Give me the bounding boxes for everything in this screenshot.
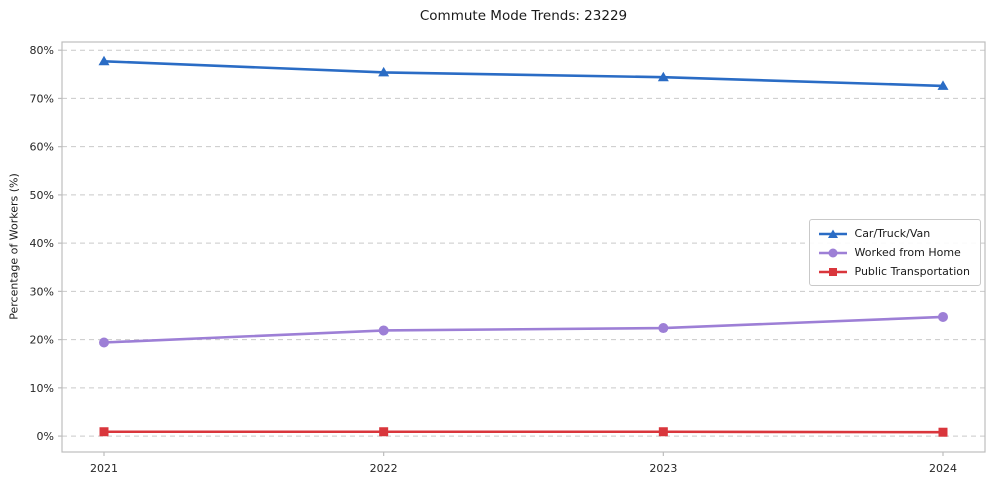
axes-spines (61, 41, 986, 453)
y-tick-label: 50% (30, 189, 54, 202)
y-tick-label: 70% (30, 92, 54, 105)
legend-circle-marker-icon (818, 248, 847, 257)
chart-title: Commute Mode Trends: 23229 (419, 8, 628, 24)
marker-worked-from-home (99, 337, 109, 348)
legend-triangle-marker-icon (818, 229, 847, 238)
x-tick-label: 2021 (90, 462, 118, 475)
legend-item: Worked from Home (818, 246, 970, 259)
legend-item: Public Transportation (818, 265, 970, 278)
legend-label: Car/Truck/Van (854, 227, 931, 240)
legend-square-marker-icon (818, 267, 847, 276)
legend-label: Worked from Home (854, 246, 961, 259)
marker-car-truck-van (657, 71, 669, 82)
legend-item: Car/Truck/Van (818, 227, 970, 240)
series-line-car-truck-van (103, 59, 944, 88)
y-tick-label: 20% (30, 334, 54, 347)
x-tick-label: 2023 (649, 462, 677, 475)
marker-public-transportation (658, 427, 668, 437)
series-line-worked-from-home (103, 315, 944, 344)
x-tick-label: 2022 (370, 462, 398, 475)
marker-car-truck-van (378, 66, 390, 77)
y-tick-label: 80% (30, 44, 54, 57)
legend: Car/Truck/Van Worked from Home Public Tran… (808, 219, 981, 286)
y-tick-label: 40% (30, 237, 54, 250)
y-tick-label: 60% (30, 141, 54, 154)
marker-public-transportation (938, 427, 948, 437)
y-tick-label: 10% (30, 382, 54, 395)
marker-worked-from-home (658, 323, 669, 334)
x-tick-label: 2024 (929, 462, 957, 475)
legend-label: Public Transportation (854, 265, 970, 278)
marker-worked-from-home (378, 325, 389, 336)
marker-worked-from-home (938, 311, 948, 322)
marker-public-transportation (99, 427, 109, 437)
y-tick-label: 30% (30, 285, 54, 298)
marker-public-transportation (379, 427, 389, 437)
marker-car-truck-van (98, 55, 110, 66)
y-tick-label: 0% (37, 430, 54, 443)
marker-car-truck-van (937, 80, 949, 90)
